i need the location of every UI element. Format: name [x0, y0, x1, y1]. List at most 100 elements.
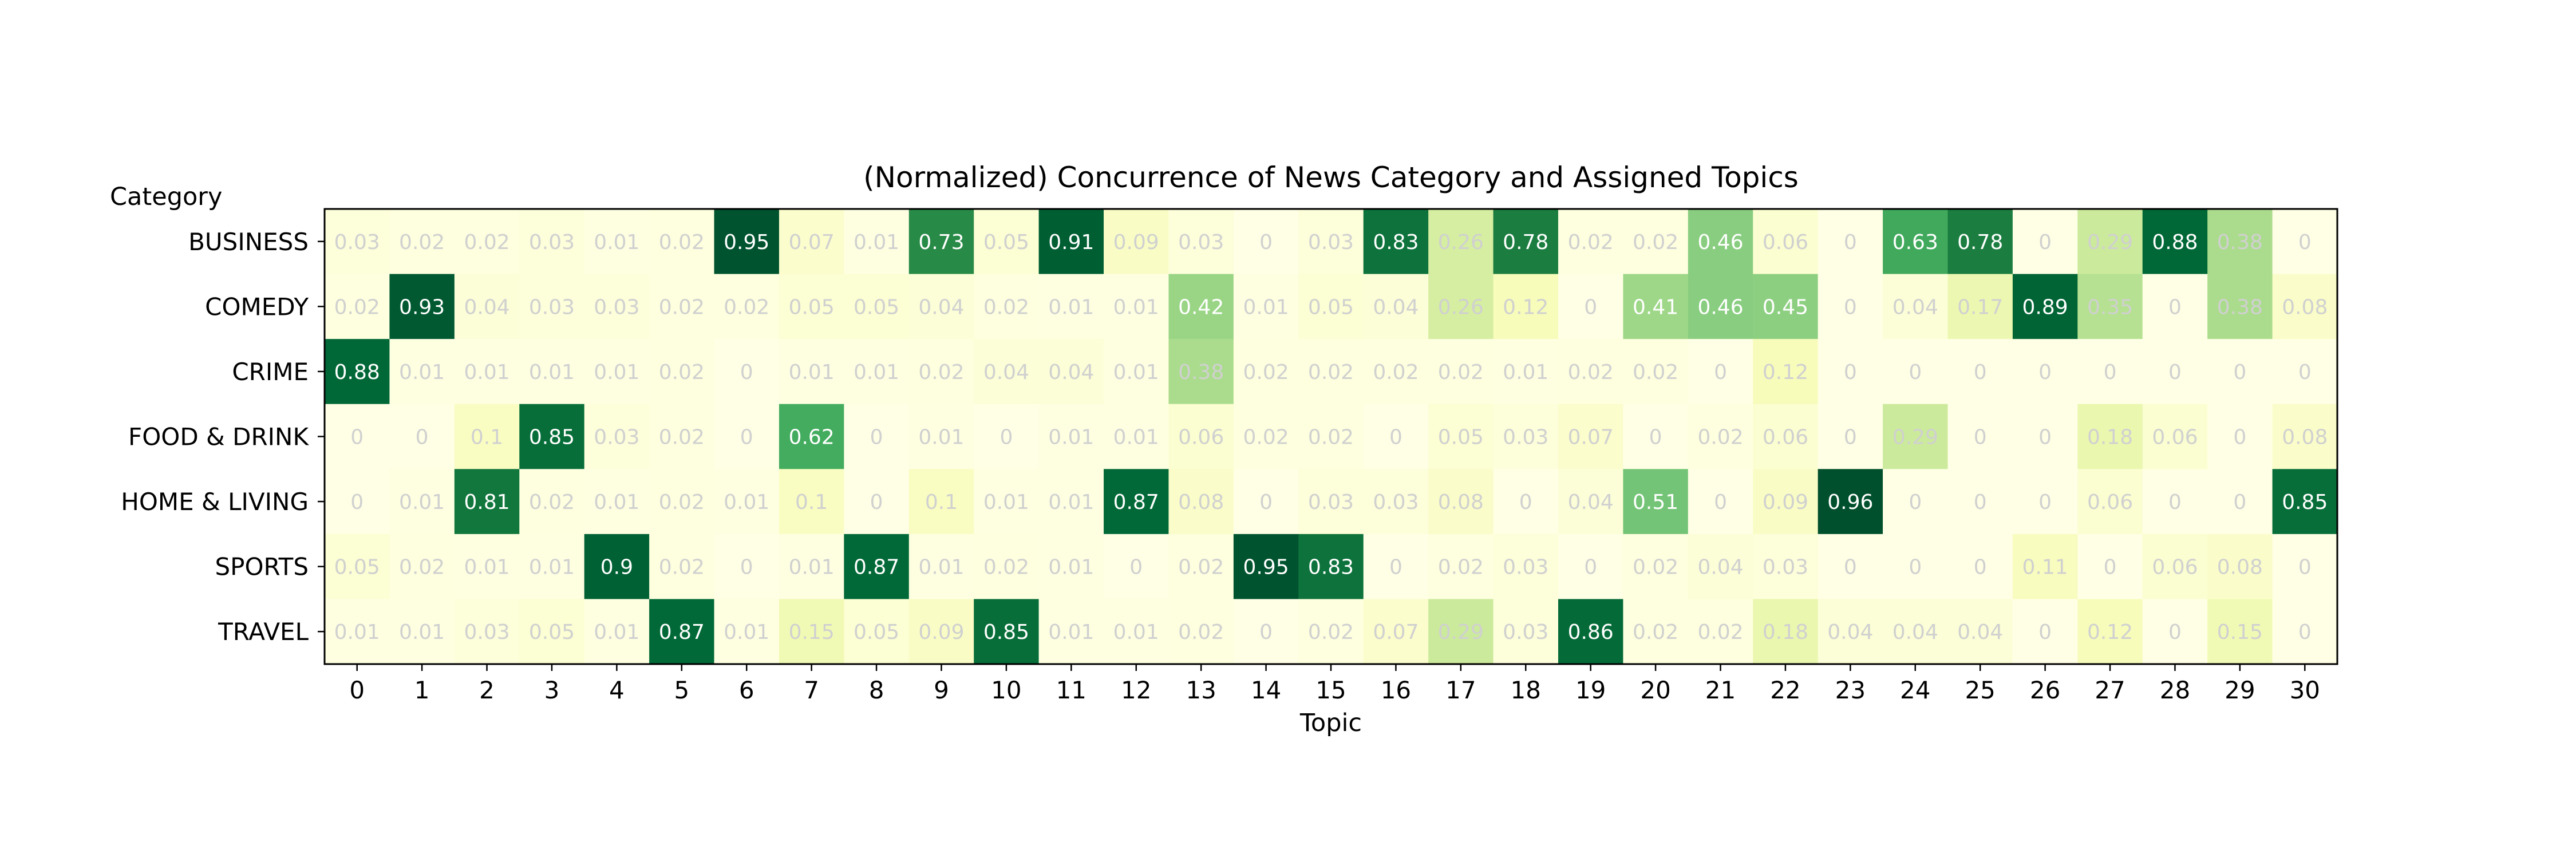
cell-value-label: 0: [416, 426, 429, 449]
cell-value-label: 0: [2233, 426, 2246, 449]
heatmap-cell: [1688, 339, 1753, 405]
cell-value-label: 0.38: [2217, 295, 2263, 319]
x-tick-label: 22: [1770, 676, 1800, 704]
heatmap-cell: [649, 599, 715, 665]
cell-value-label: 0.02: [659, 295, 705, 319]
heatmap-cell: [1233, 534, 1299, 600]
cell-value-label: 0.01: [399, 621, 445, 644]
heatmap-cell: [519, 534, 585, 600]
cell-value-label: 0.46: [1697, 231, 1743, 254]
cell-value-label: 0.05: [983, 231, 1029, 254]
cell-value-label: 0: [1389, 556, 1402, 579]
heatmap-cell: [1298, 209, 1364, 275]
heatmap-cell: [1947, 404, 2013, 469]
cell-value-label: 0: [1584, 556, 1597, 579]
cell-value-label: 0: [740, 361, 753, 384]
cell-value-label: 0.04: [1373, 295, 1419, 319]
x-tick-label: 12: [1121, 676, 1151, 704]
heatmap-cell: [1493, 599, 1559, 665]
heatmap-cell: [844, 404, 910, 469]
heatmap-cell: [1168, 599, 1234, 665]
x-tick-label: 15: [1315, 676, 1346, 704]
cell-value-label: 0.12: [2087, 621, 2133, 644]
x-tick-label: 13: [1186, 676, 1216, 704]
heatmap-cell: [1298, 404, 1364, 469]
cell-value-label: 0.01: [724, 491, 769, 514]
heatmap-cell: [2077, 534, 2143, 600]
heatmap-cell: [908, 534, 974, 600]
heatmap-cell: [1038, 209, 1104, 275]
heatmap-cell: [1623, 274, 1689, 339]
heatmap-cell: [714, 339, 780, 405]
cell-value-label: 0.63: [1893, 231, 1938, 254]
cell-value-label: 0.01: [918, 556, 964, 579]
heatmap-cell: [1104, 274, 1170, 339]
x-tick-label: 27: [2095, 676, 2125, 704]
heatmap-cell: [1428, 209, 1494, 275]
cell-value-label: 0.06: [2087, 491, 2133, 514]
x-axis-label: Topic: [1299, 709, 1362, 737]
heatmap-cell: [1818, 209, 1883, 275]
heatmap-cell: [1623, 599, 1689, 665]
cell-value-label: 0: [2233, 361, 2246, 384]
heatmap-cell: [1298, 534, 1364, 600]
heatmap-cell: [454, 534, 520, 600]
heatmap-cell: [1233, 209, 1299, 275]
heatmap-cell: [2207, 339, 2273, 405]
x-tick-label: 11: [1056, 676, 1086, 704]
cell-value-label: 0.01: [529, 556, 575, 579]
cell-value-label: 0: [1909, 556, 1922, 579]
x-tick-label: 21: [1705, 676, 1736, 704]
cell-value-label: 0.04: [464, 295, 509, 319]
cell-value-label: 0.03: [464, 621, 509, 644]
cell-value-label: 0.05: [1308, 295, 1354, 319]
heatmap-cell: [779, 209, 844, 275]
cell-value-label: 0.01: [789, 556, 835, 579]
heatmap-cell: [1688, 274, 1753, 339]
cell-value-label: 0.03: [594, 295, 639, 319]
cell-value-label: 0.02: [1308, 426, 1354, 449]
cell-value-label: 0.01: [789, 361, 835, 384]
heatmap-cell: [779, 534, 844, 600]
x-tick-label: 1: [414, 676, 430, 704]
cell-value-label: 0.78: [1503, 231, 1548, 254]
heatmap-cell: [325, 274, 390, 339]
heatmap-cell: [584, 599, 650, 665]
x-tick-label: 16: [1381, 676, 1411, 704]
cell-value-label: 0.01: [854, 361, 899, 384]
heatmap-cell: [1883, 274, 1949, 339]
heatmap-cell: [1947, 469, 2013, 535]
y-tick-labels: BUSINESS COMEDY CRIME FOOD & DRINK HOME & LI…: [121, 228, 325, 646]
heatmap-cell: [2077, 599, 2143, 665]
heatmap-cell: [908, 339, 974, 405]
cell-value-label: 0.04: [1893, 295, 1938, 319]
cell-value-label: 0.01: [464, 556, 509, 579]
heatmap-cell: [454, 339, 520, 405]
heatmap-cell: [974, 404, 1040, 469]
heatmap-cell: [1883, 599, 1949, 665]
heatmap-cell: [974, 599, 1040, 665]
heatmap-cell: [519, 209, 585, 275]
cell-value-label: 0.03: [529, 295, 575, 319]
heatmap-cell: [2142, 534, 2208, 600]
heatmap-cell: [1363, 469, 1429, 535]
cell-value-label: 0.07: [1373, 621, 1419, 644]
cell-value-label: 0.02: [659, 491, 705, 514]
cell-value-label: 0.03: [1178, 231, 1224, 254]
heatmap-cell: [2077, 339, 2143, 405]
heatmap-cell: [1493, 469, 1559, 535]
heatmap-cell: [908, 469, 974, 535]
heatmap-cell: [389, 274, 455, 339]
cell-value-label: 0: [1389, 426, 1402, 449]
heatmap-cell: [584, 534, 650, 600]
cell-value-label: 0.02: [1373, 361, 1419, 384]
heatmap-cell: [584, 469, 650, 535]
cell-value-label: 0.05: [1438, 426, 1484, 449]
heatmap-cell: [1947, 274, 2013, 339]
cell-value-label: 0.29: [1438, 621, 1484, 644]
x-tick-label: 14: [1251, 676, 1281, 704]
heatmap-cell: [1753, 534, 1819, 600]
x-tick-label: 7: [804, 676, 819, 704]
cell-value-label: 0.02: [1308, 621, 1354, 644]
cell-value-label: 0.02: [1438, 361, 1484, 384]
